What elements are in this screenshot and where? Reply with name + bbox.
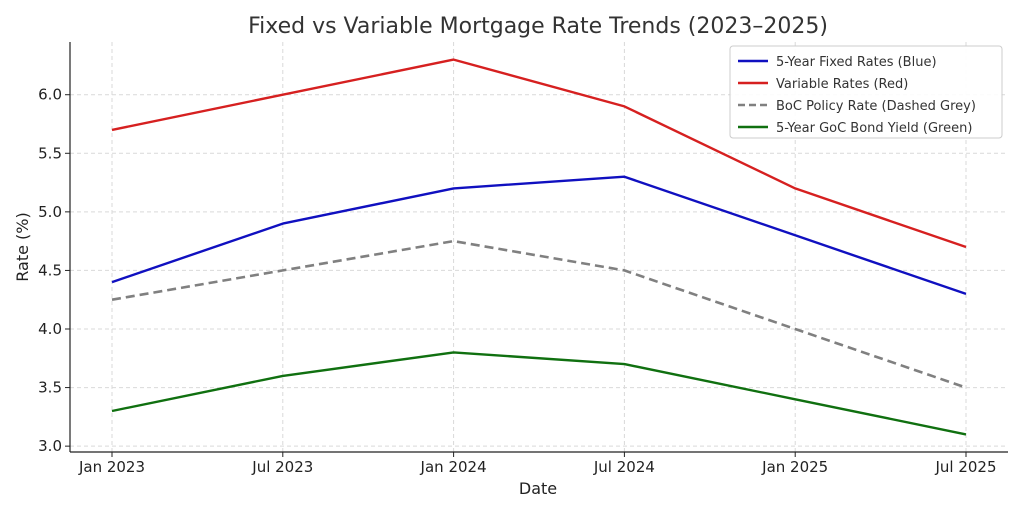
x-tick-label: Jan 2024 xyxy=(420,458,487,476)
legend-box xyxy=(729,45,1003,139)
y-axis-label: Rate (%) xyxy=(13,212,32,281)
legend-entry-label: BoC Policy Rate (Dashed Grey) xyxy=(776,99,976,114)
y-tick-label: 5.0 xyxy=(38,203,62,221)
y-tick-label: 5.5 xyxy=(38,144,62,162)
x-tick-label: Jan 2023 xyxy=(78,458,145,476)
legend-entry-label: Variable Rates (Red) xyxy=(776,77,908,92)
x-tick-label: Jul 2023 xyxy=(251,458,313,476)
y-tick-label: 4.5 xyxy=(38,261,62,279)
series-lines xyxy=(111,58,967,436)
ticks: Jan 2023 Jul 2023 Jan 2024 Jul 2024 Jan 2025… xyxy=(38,86,996,476)
series-line-1 xyxy=(111,58,967,249)
series-line-0 xyxy=(111,175,967,296)
legend-entry-label: 5-Year GoC Bond Yield (Green) xyxy=(776,121,972,136)
y-tick-label: 3.0 xyxy=(38,437,62,455)
x-tick-label: Jan 2025 xyxy=(761,458,828,476)
series-line-3 xyxy=(111,351,967,436)
chart-title: Fixed vs Variable Mortgage Rate Trends (… xyxy=(248,14,828,39)
x-axis-label: Date xyxy=(519,479,557,498)
legend: 5-Year Fixed Rates (Blue) Variable Rates … xyxy=(729,45,1003,139)
x-tick-label: Jul 2024 xyxy=(593,458,655,476)
y-tick-label: 4.0 xyxy=(38,320,62,338)
legend-entry-label: 5-Year Fixed Rates (Blue) xyxy=(776,55,937,70)
y-tick-label: 6.0 xyxy=(38,86,62,104)
series-line-2 xyxy=(111,239,967,389)
x-tick-label: Jul 2025 xyxy=(934,458,996,476)
grid xyxy=(70,42,1008,452)
axes xyxy=(69,42,1008,453)
y-tick-label: 3.5 xyxy=(38,379,62,397)
